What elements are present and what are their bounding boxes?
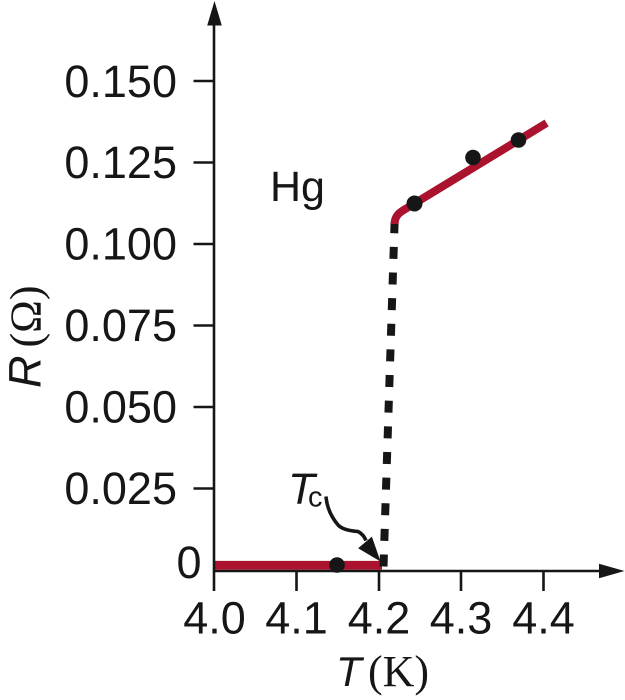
svg-text:(K): (K)	[368, 647, 429, 696]
svg-text:0: 0	[176, 537, 201, 588]
svg-text:T: T	[336, 648, 365, 695]
svg-text:c: c	[308, 482, 323, 514]
svg-text:0.150: 0.150	[64, 56, 177, 107]
svg-text:R: R	[0, 356, 51, 389]
svg-text:Hg: Hg	[270, 163, 325, 211]
svg-text:0.075: 0.075	[64, 300, 177, 351]
svg-text:4.0: 4.0	[183, 593, 246, 644]
svg-text:0.025: 0.025	[64, 463, 177, 514]
svg-text:0.125: 0.125	[64, 137, 177, 188]
svg-text:(Ω): (Ω)	[2, 285, 51, 347]
svg-text:4.3: 4.3	[430, 593, 493, 644]
svg-text:T: T	[288, 465, 318, 514]
svg-text:0.100: 0.100	[64, 219, 177, 270]
svg-text:4.2: 4.2	[348, 593, 411, 644]
svg-text:4.1: 4.1	[265, 593, 328, 644]
svg-text:0.050: 0.050	[64, 382, 177, 433]
svg-text:4.4: 4.4	[512, 593, 575, 644]
